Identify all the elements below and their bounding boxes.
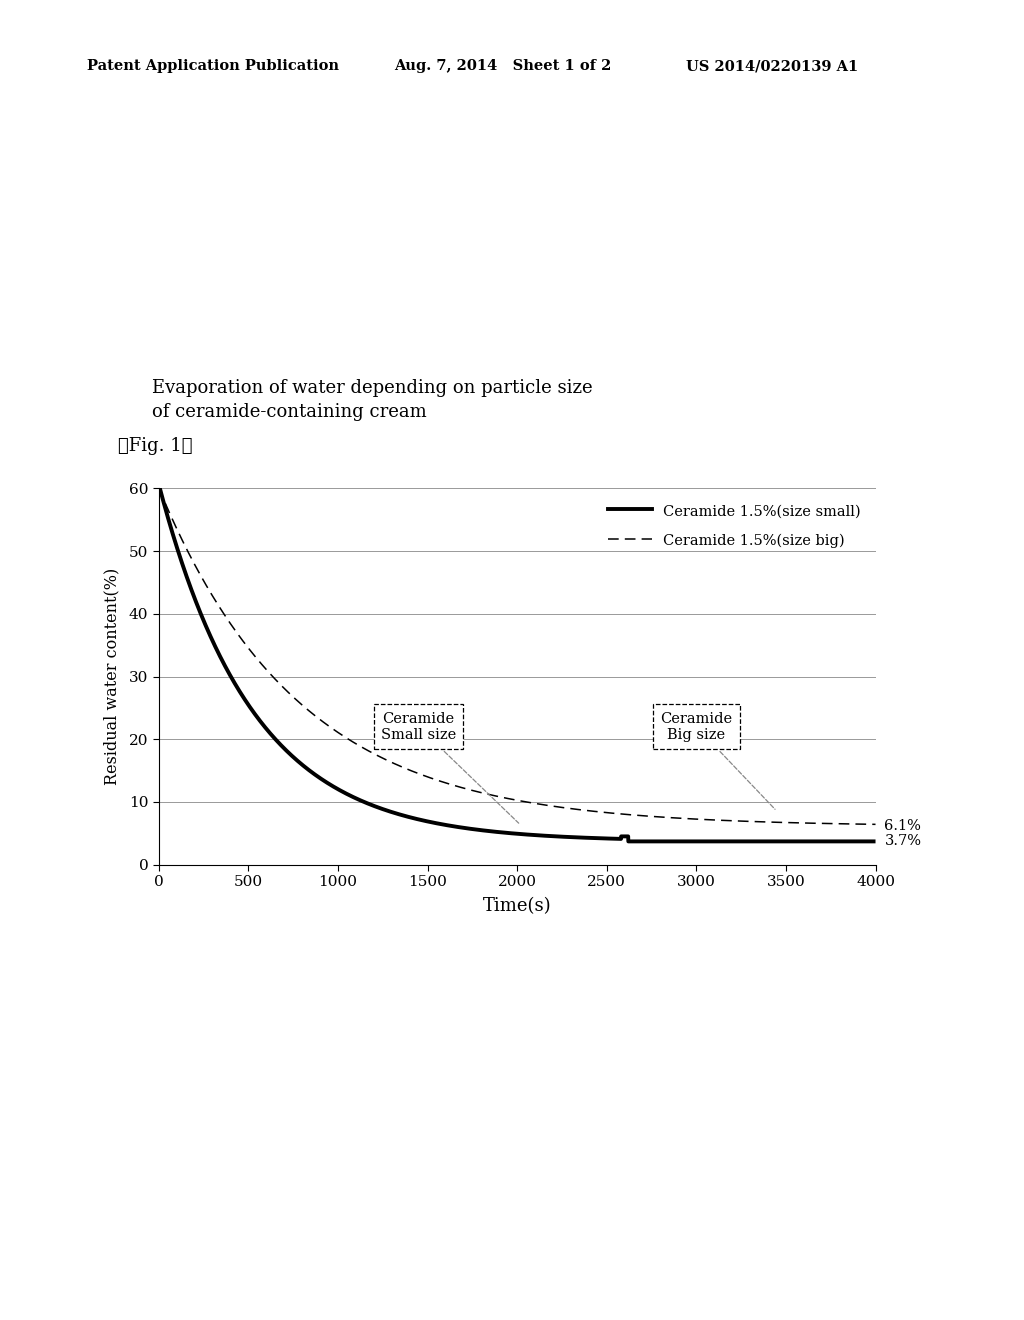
Line: Ceramide 1.5%(size big): Ceramide 1.5%(size big): [159, 488, 876, 825]
Ceramide 1.5%(size big): [454, 779, 466, 795]
Ceramide 1.5%(size small): [623, 833, 635, 849]
Ceramide 1.5%(size big): [674, 810, 686, 826]
Ceramide 1.5%(size small): [869, 833, 882, 849]
Ceramide 1.5%(size big): [812, 816, 824, 832]
Ceramide 1.5%(size small): [460, 820, 472, 836]
Ceramide 1.5%(size big): [847, 816, 859, 832]
Text: Ceramide
Big size: Ceramide Big size: [660, 711, 775, 809]
Legend: Ceramide 1.5%(size small), Ceramide 1.5%(size big): Ceramide 1.5%(size small), Ceramide 1.5%…: [601, 496, 868, 556]
X-axis label: Time(s): Time(s): [482, 898, 552, 915]
Ceramide 1.5%(size big): [153, 480, 165, 496]
Y-axis label: Residual water content(%): Residual water content(%): [103, 568, 121, 785]
Text: 3.7%: 3.7%: [885, 834, 922, 849]
Ceramide 1.5%(size small): [494, 824, 506, 840]
Text: Patent Application Publication: Patent Application Publication: [87, 59, 339, 74]
Ceramide 1.5%(size big): [869, 817, 882, 833]
Text: 6.1%: 6.1%: [885, 820, 922, 833]
Text: 『Fig. 1』: 『Fig. 1』: [118, 437, 193, 455]
Ceramide 1.5%(size small): [848, 833, 860, 849]
Ceramide 1.5%(size small): [454, 820, 466, 836]
Text: Ceramide
Small size: Ceramide Small size: [381, 711, 519, 824]
Ceramide 1.5%(size small): [674, 833, 686, 849]
Text: Evaporation of water depending on particle size
of ceramide-containing cream: Evaporation of water depending on partic…: [152, 379, 592, 421]
Ceramide 1.5%(size small): [153, 477, 165, 492]
Line: Ceramide 1.5%(size small): Ceramide 1.5%(size small): [159, 484, 876, 841]
Text: US 2014/0220139 A1: US 2014/0220139 A1: [686, 59, 858, 74]
Text: Aug. 7, 2014   Sheet 1 of 2: Aug. 7, 2014 Sheet 1 of 2: [394, 59, 611, 74]
Ceramide 1.5%(size big): [460, 780, 472, 796]
Ceramide 1.5%(size big): [494, 789, 506, 805]
Ceramide 1.5%(size small): [812, 833, 824, 849]
